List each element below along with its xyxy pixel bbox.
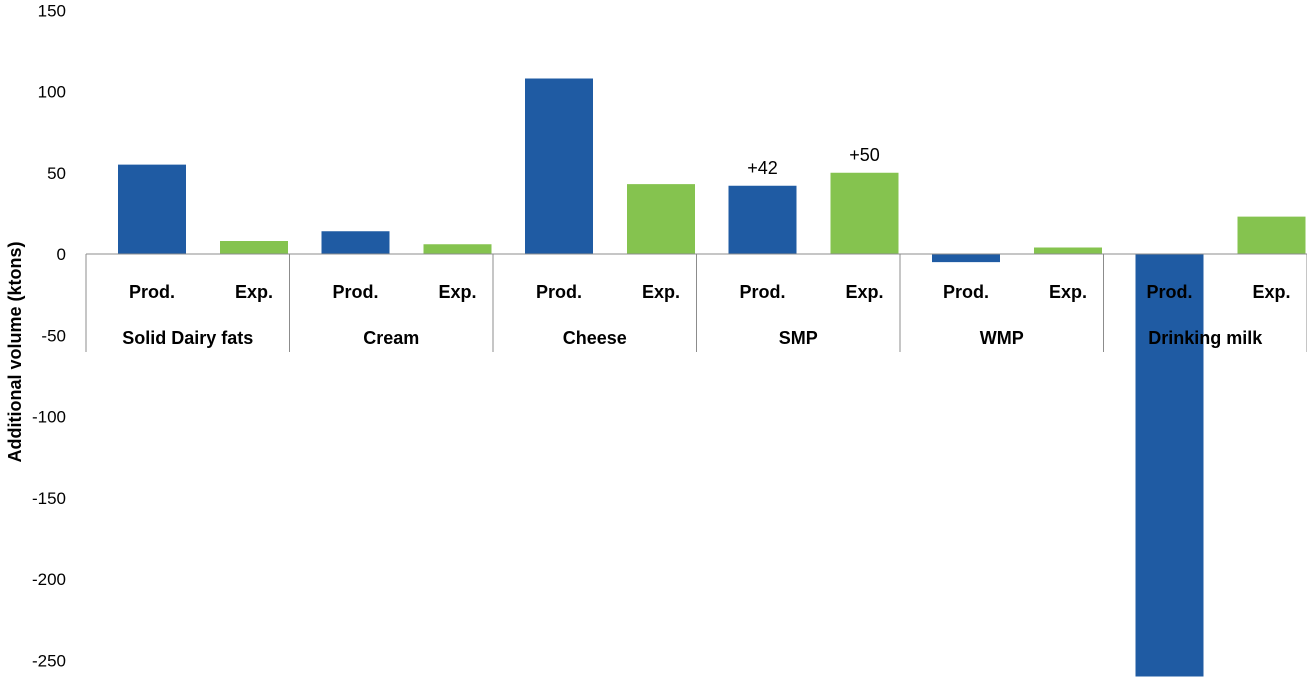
group-label: Cream <box>363 328 419 348</box>
category-label: Prod. <box>129 282 175 302</box>
group-label: Solid Dairy fats <box>122 328 253 348</box>
y-tick-label: -150 <box>32 489 66 508</box>
y-axis-title: Additional volume (ktons) <box>5 241 25 462</box>
category-label: Exp. <box>1252 282 1290 302</box>
bar-exp <box>423 244 492 254</box>
category-label: Prod. <box>536 282 582 302</box>
category-label: Exp. <box>642 282 680 302</box>
data-label: +50 <box>849 145 880 165</box>
bar-prod <box>118 164 186 254</box>
bar-prod <box>525 78 593 254</box>
data-label: +42 <box>747 158 778 178</box>
y-tick-label: -250 <box>32 651 66 670</box>
y-axis-ticks: 150 100 50 0 -50 -100 -150 -200 -250 <box>32 1 66 670</box>
group-label: WMP <box>980 328 1024 348</box>
bar-exp <box>220 241 288 254</box>
y-tick-label: -200 <box>32 570 66 589</box>
y-tick-label: 50 <box>47 164 66 183</box>
bar-exp <box>1237 216 1306 254</box>
y-tick-label: -100 <box>32 408 66 427</box>
category-label: Prod. <box>332 282 378 302</box>
category-label: Prod. <box>943 282 989 302</box>
bar-exp <box>830 172 899 254</box>
bar-prod <box>321 231 390 254</box>
bar-prod <box>728 185 797 254</box>
category-label: Exp. <box>438 282 476 302</box>
category-label: Exp. <box>845 282 883 302</box>
bar-exp <box>1034 247 1102 254</box>
category-label: Prod. <box>1146 282 1192 302</box>
category-labels: Prod. Exp. Solid Dairy fats Prod. Exp. Cream P… <box>122 145 1290 348</box>
bars-layer <box>118 78 1306 677</box>
y-tick-label: 150 <box>38 1 66 20</box>
bar-exp <box>627 184 695 254</box>
bar-prod <box>932 254 1000 263</box>
category-label: Exp. <box>1049 282 1087 302</box>
bar-prod <box>1135 254 1204 677</box>
y-tick-label: -50 <box>41 326 66 345</box>
group-label: Drinking milk <box>1148 328 1263 348</box>
category-label: Prod. <box>739 282 785 302</box>
x-axis <box>85 253 1307 352</box>
group-label: SMP <box>779 328 818 348</box>
y-tick-label: 0 <box>57 245 66 264</box>
y-tick-label: 100 <box>38 83 66 102</box>
category-label: Exp. <box>235 282 273 302</box>
group-label: Cheese <box>563 328 627 348</box>
